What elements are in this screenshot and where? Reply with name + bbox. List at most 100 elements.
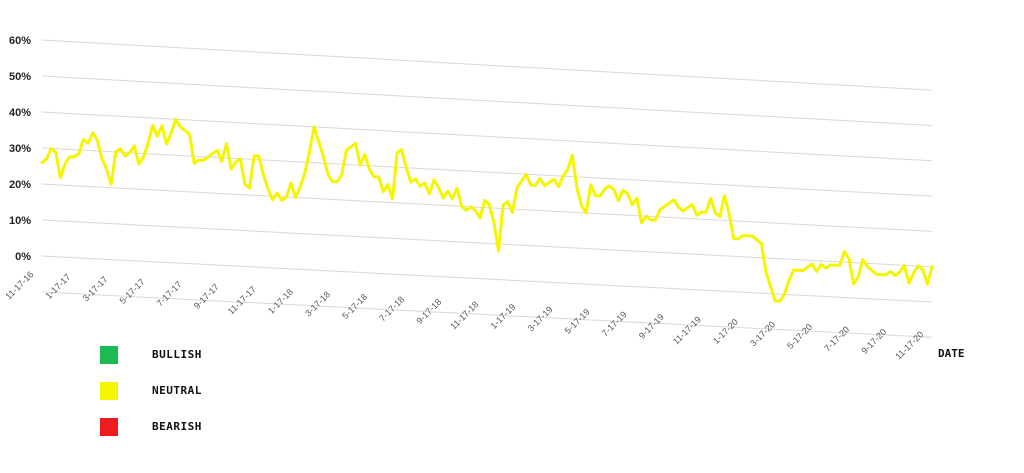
data-point <box>110 182 113 186</box>
data-point <box>391 197 394 201</box>
data-point <box>77 152 81 155</box>
data-point <box>884 273 888 277</box>
data-point <box>737 237 740 240</box>
data-point <box>414 177 417 181</box>
x-tick-label: 3-17-19 <box>526 304 555 333</box>
data-point <box>405 166 408 169</box>
data-point <box>86 142 90 145</box>
data-point <box>368 168 371 171</box>
data-point <box>400 148 403 151</box>
data-point <box>561 175 565 178</box>
data-point <box>382 190 385 193</box>
data-point <box>165 142 168 146</box>
data-point <box>930 265 934 268</box>
x-tick-label: 3-17-17 <box>81 274 110 303</box>
data-point <box>63 162 67 165</box>
data-point <box>880 273 883 276</box>
data-point <box>594 194 597 197</box>
data-point <box>787 279 791 282</box>
data-point <box>285 195 288 199</box>
data-point <box>340 173 343 177</box>
data-point <box>566 168 569 171</box>
y-tick-label: 0% <box>15 251 31 263</box>
data-point <box>764 271 768 274</box>
legend-label-neutral: NEUTRAL <box>152 384 202 397</box>
x-tick-label: 1-17-20 <box>711 317 740 346</box>
x-tick-label: 5-17-19 <box>563 307 592 336</box>
data-point <box>769 285 772 288</box>
data-point <box>663 205 666 208</box>
data-point <box>156 135 159 138</box>
data-point <box>631 203 634 206</box>
data-point <box>179 125 182 128</box>
data-point <box>815 270 818 273</box>
data-point <box>852 282 855 285</box>
data-point <box>345 148 348 152</box>
data-point <box>912 271 915 274</box>
y-tick-label: 30% <box>9 143 31 155</box>
data-point <box>580 204 583 207</box>
data-point <box>276 191 279 195</box>
gridline <box>41 183 933 232</box>
data-point <box>907 281 911 285</box>
y-axis-ticks: 0% 10% 20% 30% 40% 50% 60% <box>9 35 31 263</box>
data-point <box>271 198 274 202</box>
data-point <box>188 133 191 136</box>
data-point <box>571 154 574 157</box>
data-point <box>114 150 118 154</box>
data-point <box>746 234 749 237</box>
data-point <box>451 197 454 200</box>
data-point <box>700 210 703 214</box>
data-point <box>534 184 537 187</box>
data-point <box>488 203 491 206</box>
data-point <box>160 124 164 128</box>
x-tick-label: 11-17-19 <box>671 314 703 346</box>
data-point <box>317 140 320 143</box>
data-point <box>312 125 316 129</box>
data-point <box>778 300 781 303</box>
data-point <box>866 265 869 268</box>
data-point <box>386 183 390 186</box>
data-point <box>280 199 283 202</box>
data-point <box>834 264 837 267</box>
x-tick-label: 11-17-17 <box>226 284 258 316</box>
data-point <box>68 155 71 158</box>
data-point <box>137 162 140 166</box>
data-point <box>718 215 722 218</box>
x-tick-label: 9-17-20 <box>859 327 888 356</box>
data-point <box>483 199 486 202</box>
data-point <box>584 211 588 215</box>
neutral-swatch <box>100 382 118 400</box>
data-point <box>681 209 685 213</box>
data-point <box>598 194 602 198</box>
data-point <box>40 161 44 164</box>
data-point <box>497 249 500 253</box>
data-point <box>898 270 901 274</box>
data-point <box>691 203 694 206</box>
x-tick-label: 1-17-17 <box>43 272 72 301</box>
data-point <box>128 151 131 154</box>
data-point <box>432 178 436 182</box>
data-point <box>589 183 592 186</box>
x-tick-label: 7-17-19 <box>600 309 629 338</box>
data-point <box>741 234 745 237</box>
data-point <box>686 206 689 209</box>
x-tick-label: 9-17-17 <box>192 282 221 311</box>
neutral-series-line <box>40 117 934 303</box>
data-point <box>603 187 606 191</box>
data-point <box>783 293 786 296</box>
data-point <box>54 151 57 154</box>
data-point <box>474 209 477 212</box>
data-point <box>363 153 366 156</box>
data-point <box>654 219 657 222</box>
data-point <box>704 211 708 214</box>
data-point <box>442 197 445 200</box>
x-tick-label: 11-17-20 <box>893 329 925 361</box>
legend-label-bullish: BULLISH <box>152 348 202 361</box>
data-point <box>626 192 629 196</box>
series-layer <box>40 117 934 303</box>
x-tick-label: 5-17-20 <box>785 322 814 351</box>
data-point <box>193 162 196 165</box>
data-point <box>506 200 509 203</box>
data-point <box>91 131 94 134</box>
